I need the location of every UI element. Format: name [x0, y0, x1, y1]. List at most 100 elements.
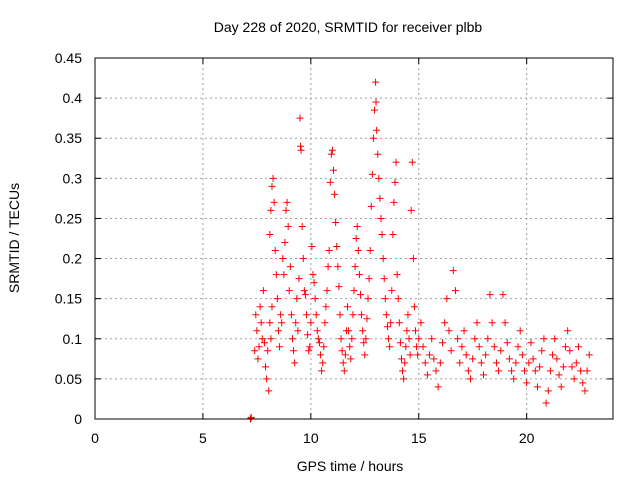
data-point	[585, 351, 593, 359]
data-points	[246, 78, 593, 423]
data-point	[263, 375, 271, 383]
data-point	[469, 355, 477, 363]
data-point	[380, 275, 388, 283]
data-point	[458, 343, 466, 351]
data-point	[331, 190, 339, 198]
data-point	[410, 303, 418, 311]
x-tick-label: 15	[411, 430, 427, 446]
data-point	[291, 359, 299, 367]
data-point	[579, 379, 587, 387]
data-point	[265, 387, 273, 395]
data-point	[292, 319, 300, 327]
data-point	[271, 247, 279, 255]
data-point	[527, 339, 535, 347]
data-point	[525, 359, 533, 367]
data-point	[254, 355, 262, 363]
data-point	[329, 166, 337, 174]
data-point	[432, 367, 440, 375]
data-point	[333, 243, 341, 251]
data-point	[286, 263, 294, 271]
data-point	[296, 114, 304, 122]
data-point	[386, 343, 394, 351]
data-point	[350, 287, 358, 295]
data-point	[256, 303, 264, 311]
data-point	[414, 351, 422, 359]
data-point	[572, 359, 580, 367]
data-point	[397, 355, 405, 363]
data-point	[296, 142, 304, 150]
data-point	[400, 375, 408, 383]
data-point	[407, 206, 415, 214]
x-tick-label: 20	[519, 430, 535, 446]
data-point	[294, 327, 302, 335]
data-point	[273, 295, 281, 303]
data-point	[324, 263, 332, 271]
data-point	[369, 134, 377, 142]
data-point	[332, 218, 340, 226]
data-point	[309, 271, 317, 279]
data-point	[270, 198, 278, 206]
data-point	[327, 150, 335, 158]
data-point	[306, 343, 314, 351]
y-tick-label: 0.35	[55, 130, 82, 146]
data-point	[279, 255, 287, 263]
data-point	[490, 343, 498, 351]
data-point	[426, 351, 434, 359]
data-point	[388, 287, 396, 295]
data-point	[304, 331, 312, 339]
data-point	[531, 367, 539, 375]
data-point	[297, 146, 305, 154]
data-point	[495, 367, 503, 375]
data-point	[317, 351, 325, 359]
y-axis-label: SRMTID / TECUs	[6, 183, 22, 293]
data-point	[354, 247, 362, 255]
data-point	[262, 363, 270, 371]
data-point	[538, 347, 546, 355]
y-tick-label: 0.15	[55, 291, 82, 307]
data-point	[320, 343, 328, 351]
data-point	[278, 319, 286, 327]
data-point	[540, 335, 548, 343]
y-tick-label: 0.45	[55, 50, 82, 66]
data-point	[464, 367, 472, 375]
data-point	[390, 198, 398, 206]
data-point	[434, 383, 442, 391]
data-point	[266, 319, 274, 327]
data-point	[321, 319, 329, 327]
data-point	[454, 335, 462, 343]
x-axis-label: GPS time / hours	[297, 458, 404, 474]
data-point	[503, 339, 511, 347]
data-point	[415, 335, 423, 343]
data-point	[300, 287, 308, 295]
data-point	[299, 255, 307, 263]
data-point	[308, 243, 316, 251]
data-point	[419, 343, 427, 351]
data-point	[441, 319, 449, 327]
data-point	[313, 327, 321, 335]
data-point	[303, 311, 311, 319]
data-point	[351, 263, 359, 271]
data-point	[255, 343, 263, 351]
data-point	[445, 327, 453, 335]
data-point	[566, 347, 574, 355]
data-point	[312, 311, 320, 319]
y-tick-label: 0.25	[55, 210, 82, 226]
data-point	[488, 319, 496, 327]
data-point	[403, 327, 411, 335]
data-point	[383, 323, 391, 331]
data-point	[462, 351, 470, 359]
data-point	[377, 214, 385, 222]
data-point	[362, 335, 370, 343]
data-point	[284, 222, 292, 230]
data-point	[499, 291, 507, 299]
data-point	[443, 295, 451, 303]
chart-title: Day 228 of 2020, SRMTID for receiver plb…	[214, 19, 483, 35]
data-point	[349, 311, 357, 319]
data-point	[395, 319, 403, 327]
data-point	[428, 335, 436, 343]
x-tick-label: 10	[303, 430, 319, 446]
data-point	[536, 363, 544, 371]
data-point	[323, 287, 331, 295]
data-point	[451, 287, 459, 295]
